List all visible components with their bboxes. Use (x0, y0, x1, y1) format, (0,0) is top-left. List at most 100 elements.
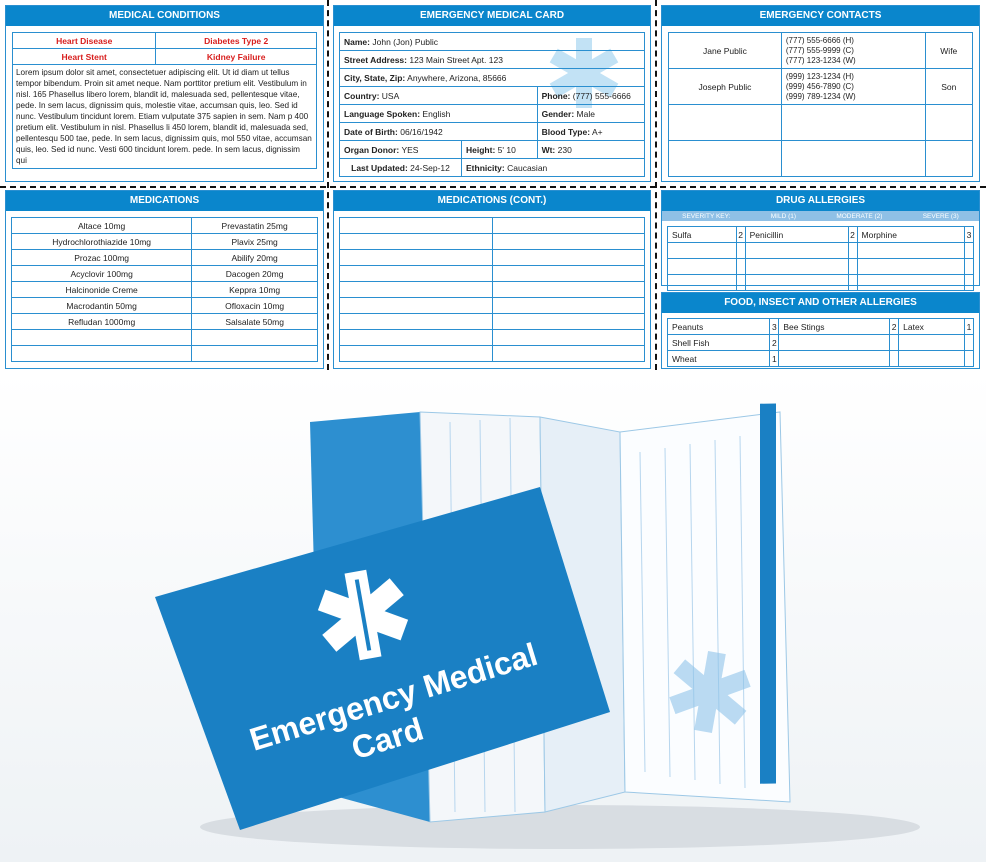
medication (339, 345, 493, 362)
medical-conditions-panel: MEDICAL CONDITIONS Heart Disease Diabetes… (5, 5, 324, 182)
medication (339, 313, 493, 330)
allergy-severity (964, 274, 974, 291)
severity-key: SEVERITY KEY: MILD (1) MODERATE (2) SEVERE … (662, 211, 979, 221)
allergy-severity: 2 (847, 226, 858, 243)
allergy-name: Wheat (666, 350, 771, 367)
medication (491, 297, 645, 314)
table-row (339, 249, 645, 266)
medication (191, 345, 318, 362)
table-row (667, 242, 974, 259)
medication: Hydrochlorothiazide 10mg (10, 233, 193, 250)
table-row: Shell Fish 2 (666, 334, 974, 351)
allergy-name: Shell Fish (666, 334, 771, 351)
table-row: Refludan 1000mg Salsalate 50mg (10, 313, 318, 330)
table-row (10, 329, 318, 346)
cut-line (327, 0, 329, 370)
table-row: Macrodantin 50mg Ofloxacin 10mg (10, 297, 318, 314)
table-row: Acyclovir 100mg Dacogen 20mg (10, 265, 318, 282)
table-row (339, 297, 645, 314)
allergy-severity (964, 242, 974, 259)
medication: Prevastatin 25mg (191, 217, 318, 234)
allergy-severity: 1 (769, 350, 780, 367)
weight-value: 230 (557, 144, 572, 155)
medication (491, 233, 645, 250)
table-row (339, 265, 645, 282)
panel-title: DRUG ALLERGIES (662, 191, 979, 211)
table-row: Sulfa 2 Penicillin 2 Morphine 3 (667, 226, 974, 243)
table-row: Halcinonide Creme Keppra 10mg (10, 281, 318, 298)
medication: Dacogen 20mg (191, 265, 318, 282)
card-stripe (760, 403, 776, 784)
medication: Abilify 20mg (191, 249, 318, 266)
medications-cont-panel: MEDICATIONS (CONT.) (333, 190, 651, 369)
allergy-severity (847, 258, 858, 275)
table-row (339, 217, 645, 234)
shadow (200, 805, 920, 849)
allergy-severity: 2 (735, 226, 746, 243)
condition: Heart Disease (11, 32, 157, 49)
medication (491, 265, 645, 282)
allergy-name (667, 242, 737, 259)
allergy-name: Penicillin (744, 226, 849, 243)
table-row: Altace 10mg Prevastatin 25mg (10, 217, 318, 234)
medication (491, 313, 645, 330)
contacts-panel: EMERGENCY CONTACTS Jane Public (777) 555-… (661, 5, 980, 182)
medication: Macrodantin 50mg (10, 297, 193, 314)
contact-relation: Wife (924, 32, 974, 69)
star-of-life-icon (669, 651, 751, 733)
panel-title: EMERGENCY MEDICAL CARD (334, 6, 650, 26)
allergy-name (744, 242, 849, 259)
medication (491, 345, 645, 362)
table-row (10, 345, 318, 362)
product-photo: Emergency Medical Card (0, 372, 986, 862)
allergy-name (856, 258, 966, 275)
medication (491, 329, 645, 346)
medication: Halcinonide Creme (10, 281, 193, 298)
height-value: 5' 10 (497, 144, 516, 155)
allergy-severity (735, 274, 746, 291)
country-value: USA (381, 90, 400, 101)
panel-title: FOOD, INSECT AND OTHER ALLERGIES (662, 293, 979, 313)
medication (491, 217, 645, 234)
medication (10, 329, 193, 346)
cut-line (655, 0, 657, 370)
cut-line (0, 186, 986, 188)
contact-name: Joseph Public (668, 68, 782, 105)
allergy-name (856, 274, 966, 291)
table-row (667, 258, 974, 275)
allergy-name: Sulfa (667, 226, 737, 243)
table-row: Prozac 100mg Abilify 20mg (10, 249, 318, 266)
medication: Keppra 10mg (191, 281, 318, 298)
allergy-name: Peanuts (666, 318, 771, 335)
allergy-severity (889, 334, 900, 351)
medication (491, 281, 645, 298)
allergy-severity: 3 (964, 226, 974, 243)
medication (10, 345, 193, 362)
card-sleeve (155, 487, 610, 830)
table-row (667, 274, 974, 291)
medication (339, 265, 493, 282)
allergy-severity (735, 242, 746, 259)
name-value: John (Jon) Public (372, 36, 439, 47)
medication (339, 249, 493, 266)
allergy-name (744, 274, 849, 291)
contact-relation: Son (924, 68, 974, 105)
medication: Plavix 25mg (191, 233, 318, 250)
allergy-name (898, 334, 965, 351)
medication: Acyclovir 100mg (10, 265, 193, 282)
allergy-severity (735, 258, 746, 275)
allergy-severity (847, 242, 858, 259)
allergy-severity (964, 334, 974, 351)
medication: Salsalate 50mg (191, 313, 318, 330)
table-row: Peanuts 3 Bee Stings 2 Latex 1 (666, 318, 974, 335)
allergy-name: Bee Stings (778, 318, 891, 335)
contact-name: Jane Public (668, 32, 782, 69)
dob-value: 06/16/1942 (400, 126, 443, 137)
panel-title: MEDICATIONS (6, 191, 323, 211)
medication (339, 297, 493, 314)
condition: Kidney Failure (155, 48, 317, 65)
table-row (339, 281, 645, 298)
allergy-severity (889, 350, 900, 367)
table-row: Hydrochlorothiazide 10mg Plavix 25mg (10, 233, 318, 250)
street-value: 123 Main Street Apt. 123 (409, 54, 503, 65)
